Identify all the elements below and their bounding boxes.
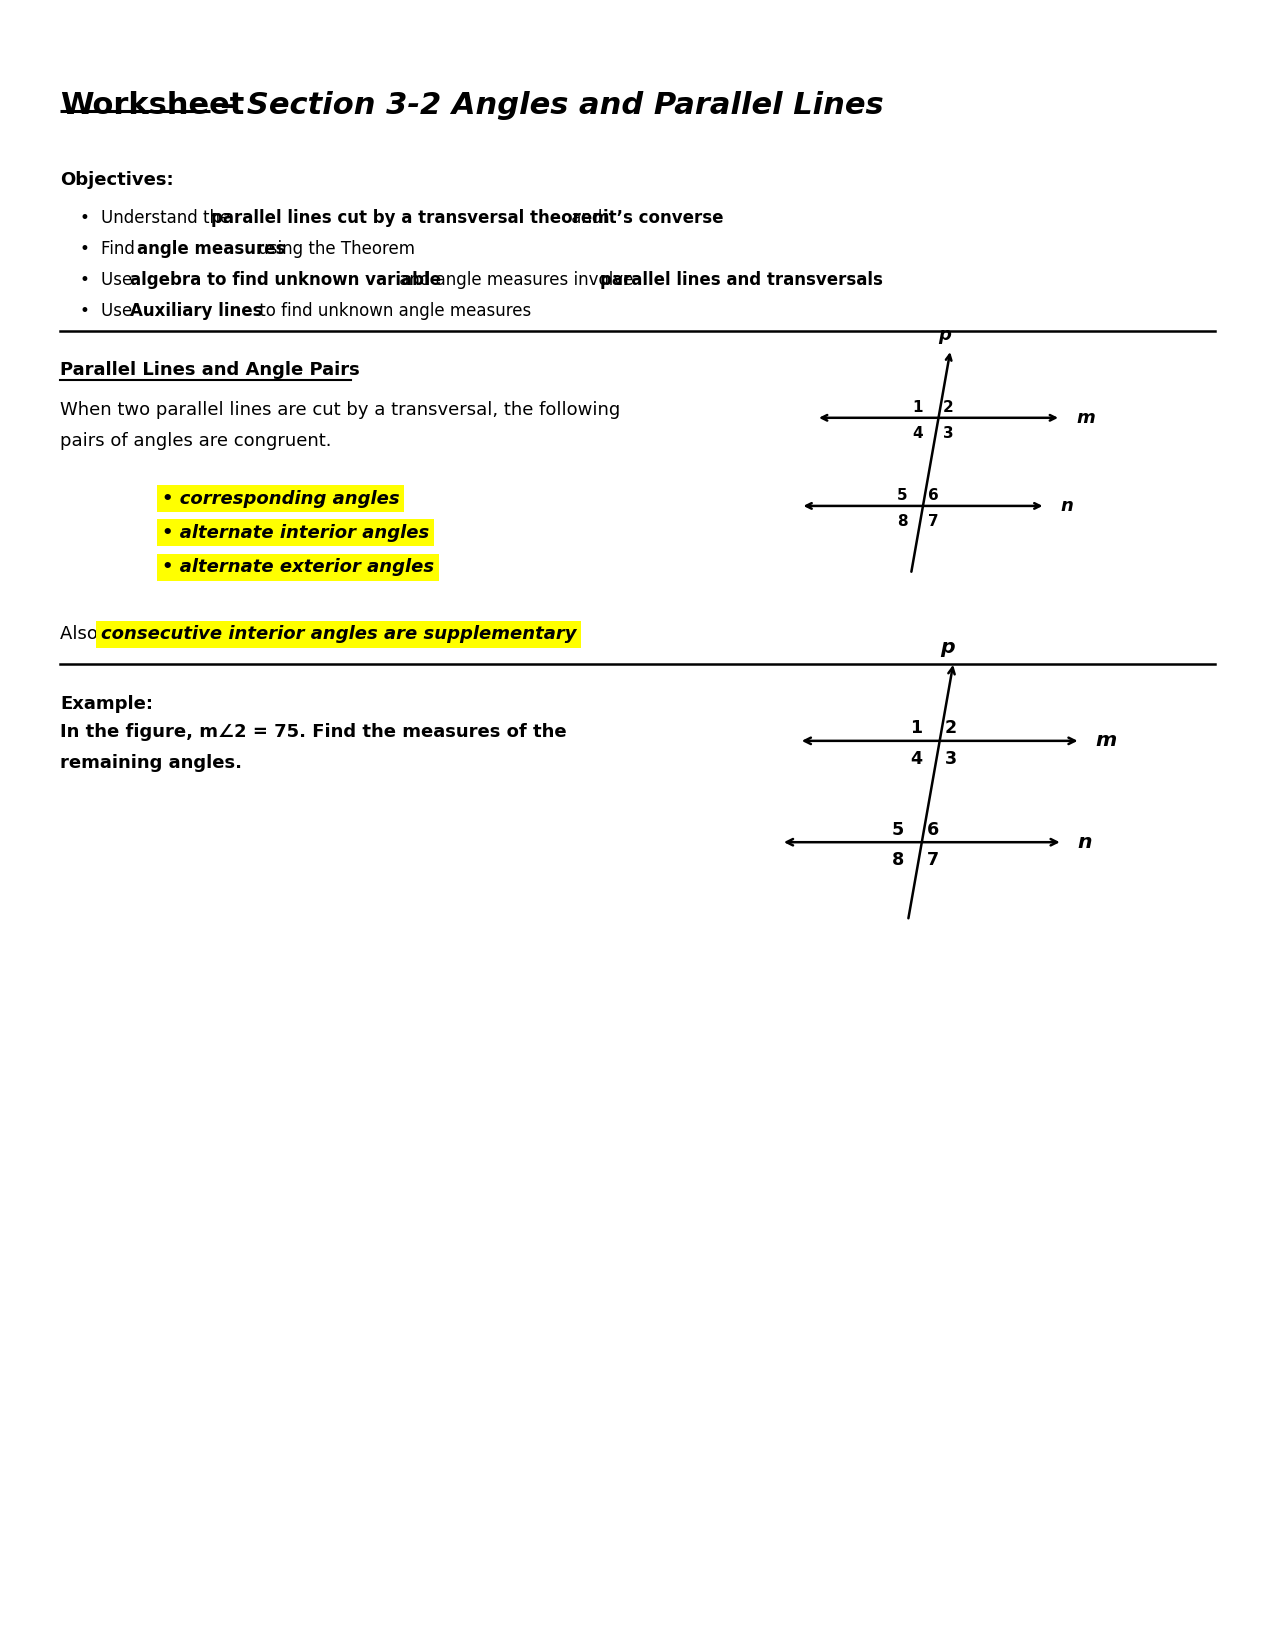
Text: 8: 8 (898, 514, 908, 529)
Text: parallel lines and transversals: parallel lines and transversals (601, 271, 884, 289)
Text: 1: 1 (913, 400, 923, 415)
Text: •: • (79, 271, 89, 289)
Text: Example:: Example: (60, 695, 153, 713)
Text: 7: 7 (927, 852, 940, 870)
Text: When two parallel lines are cut by a transversal, the following: When two parallel lines are cut by a tra… (60, 401, 620, 419)
Text: Understand the: Understand the (101, 209, 235, 227)
Text: 5: 5 (898, 488, 908, 503)
Text: Use: Use (101, 302, 138, 320)
Text: pairs of angles are congruent.: pairs of angles are congruent. (60, 432, 332, 450)
Text: .: . (513, 625, 518, 643)
Text: 4: 4 (910, 749, 922, 767)
Text: it’s converse: it’s converse (603, 209, 723, 227)
Text: to find unknown angle measures: to find unknown angle measures (254, 302, 532, 320)
Text: 3: 3 (944, 426, 954, 441)
Text: 7: 7 (928, 514, 938, 529)
Text: and: and (566, 209, 608, 227)
Text: 6: 6 (928, 488, 938, 503)
Text: m: m (1095, 731, 1117, 751)
Text: – Section 3-2 Angles and Parallel Lines: – Section 3-2 Angles and Parallel Lines (221, 91, 884, 121)
Text: 2: 2 (945, 720, 958, 738)
Text: 6: 6 (927, 821, 940, 839)
Text: 1: 1 (910, 720, 922, 738)
Text: •: • (79, 302, 89, 320)
Text: 3: 3 (945, 749, 958, 767)
Text: parallel lines cut by a transversal theorem: parallel lines cut by a transversal theo… (210, 209, 609, 227)
Text: Objectives:: Objectives: (60, 171, 173, 189)
Text: algebra to find unknown variable: algebra to find unknown variable (130, 271, 441, 289)
Text: 4: 4 (913, 426, 923, 441)
Text: •: • (79, 209, 89, 227)
Text: •: • (79, 240, 89, 258)
Text: p: p (940, 638, 955, 658)
Text: Find: Find (101, 240, 140, 258)
Text: • alternate interior angles: • alternate interior angles (162, 524, 430, 542)
Text: consecutive interior angles are supplementary: consecutive interior angles are suppleme… (101, 625, 576, 643)
Text: using the Theorem: using the Theorem (254, 240, 416, 258)
Text: 8: 8 (892, 852, 904, 870)
Text: n: n (1061, 496, 1074, 516)
Text: m: m (1076, 408, 1095, 428)
Text: Worksheet: Worksheet (60, 91, 245, 121)
Text: angle measures: angle measures (138, 240, 286, 258)
Text: Use: Use (101, 271, 138, 289)
Text: In the figure, m∠2 = 75. Find the measures of the: In the figure, m∠2 = 75. Find the measur… (60, 723, 566, 741)
Text: Also,: Also, (60, 625, 110, 643)
Text: p: p (938, 326, 951, 344)
Text: Auxiliary lines: Auxiliary lines (130, 302, 263, 320)
Text: 5: 5 (892, 821, 904, 839)
Text: n: n (1077, 832, 1093, 852)
Text: • alternate exterior angles: • alternate exterior angles (162, 558, 434, 576)
Text: 2: 2 (944, 400, 954, 415)
Text: and angle measures involve: and angle measures involve (394, 271, 639, 289)
Text: Parallel Lines and Angle Pairs: Parallel Lines and Angle Pairs (60, 361, 366, 379)
Text: remaining angles.: remaining angles. (60, 754, 242, 772)
Text: • corresponding angles: • corresponding angles (162, 490, 399, 508)
